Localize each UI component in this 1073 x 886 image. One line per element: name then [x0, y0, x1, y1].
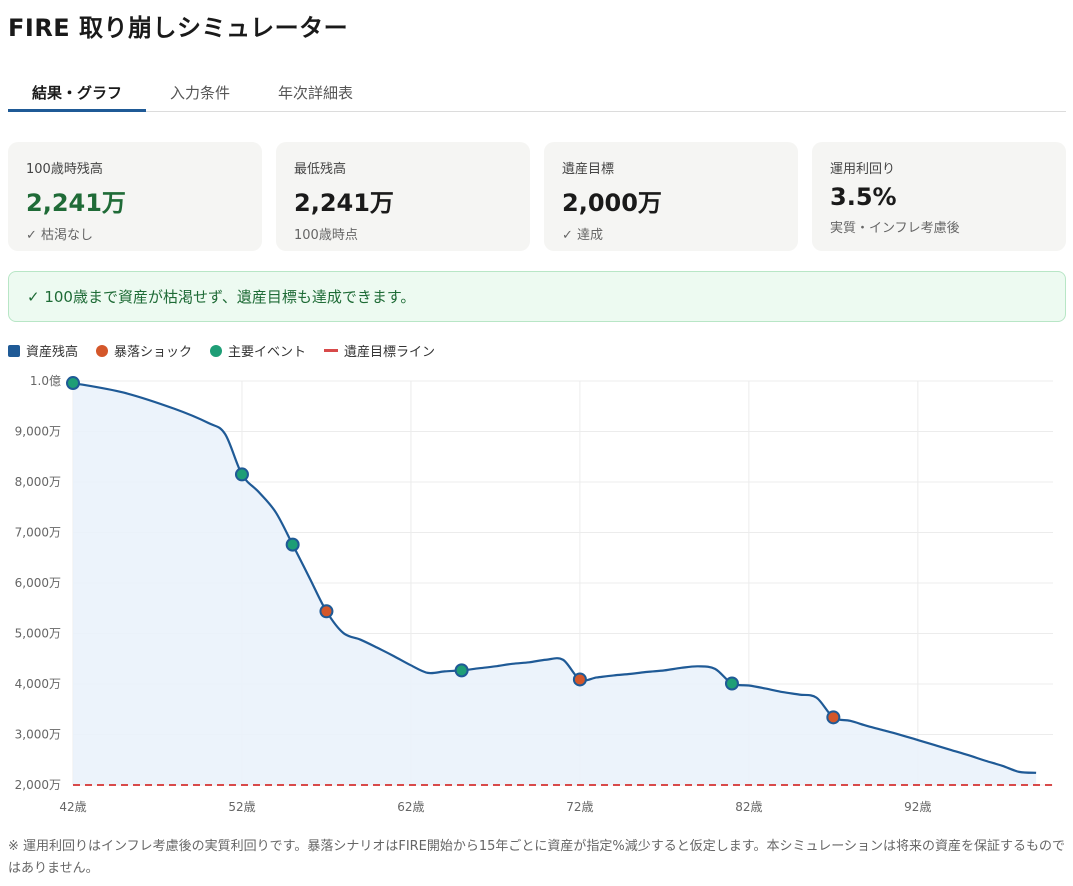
card-value: 2,000万 — [562, 189, 662, 217]
success-notice: ✓ 100歳まで資産が枯渇せず、遺産目標も達成できます。 — [8, 271, 1066, 322]
tab-results-graph[interactable]: 結果・グラフ — [8, 72, 147, 112]
crash-marker — [572, 672, 587, 687]
asset-chart-svg: 2,000万 3,000万 4,000万 5,000万 6,000万 7,000万 8,00… — [15, 374, 1053, 814]
y-tick-label: 2,000万 — [15, 778, 61, 792]
summary-cards: 100歳時残高 2,241万 ✓ 枯渇なし 最低残高 2,241万 100歳時点… — [8, 142, 1066, 251]
x-tick-label: 92歳 — [904, 800, 931, 814]
event-marker — [454, 663, 469, 678]
card-label: 遺産目標 — [562, 162, 615, 177]
card-label: 最低残高 — [294, 162, 347, 177]
card-label: 運用利回り — [830, 162, 896, 177]
card-value: 2,241万 — [26, 189, 126, 217]
legend-item-event: 主要イベント — [210, 341, 306, 360]
legend-swatch-crash — [96, 344, 109, 357]
x-tick-label: 72歳 — [566, 800, 593, 814]
x-tick-label: 62歳 — [397, 800, 424, 814]
card-value: 3.5% — [830, 183, 897, 211]
card-label: 100歳時残高 — [26, 162, 103, 177]
balance-area — [73, 383, 1037, 785]
x-tick-label: 82歳 — [735, 800, 762, 814]
legend-swatch-target — [324, 349, 339, 352]
legend-swatch-balance — [8, 344, 20, 357]
card-subtext: 100歳時点 — [294, 228, 358, 243]
y-tick-label: 5,000万 — [15, 627, 61, 641]
card-subtext: ✓ 枯渇なし — [26, 228, 94, 243]
event-marker — [285, 537, 300, 552]
y-tick-label: 9,000万 — [15, 425, 61, 439]
y-tick-label: 8,000万 — [15, 475, 61, 489]
page-title: FIRE 取り崩しシミュレーター — [8, 14, 349, 42]
x-tick-label: 52歳 — [228, 800, 255, 814]
tab-bar: 結果・グラフ 入力条件 年次詳細表 — [8, 72, 1066, 112]
crash-marker — [826, 710, 841, 725]
legend-swatch-event — [210, 344, 223, 357]
card-value: 2,241万 — [294, 189, 394, 217]
balance-line — [72, 381, 1037, 774]
card-subtext: 実質・インフレ考慮後 — [830, 221, 960, 236]
card-legacy-target: 遺産目標 2,000万 ✓ 達成 — [544, 142, 798, 251]
y-tick-label: 1.0億 — [30, 374, 61, 388]
card-min-balance: 最低残高 2,241万 100歳時点 — [276, 142, 530, 251]
card-subtext: ✓ 達成 — [562, 228, 604, 243]
tab-annual-detail[interactable]: 年次詳細表 — [278, 83, 354, 102]
legend-item-crash: 暴落ショック — [96, 341, 192, 360]
card-balance-at-100: 100歳時残高 2,241万 ✓ 枯渇なし — [8, 142, 262, 251]
y-tick-label: 7,000万 — [15, 526, 61, 540]
y-tick-label: 4,000万 — [15, 677, 61, 691]
event-marker — [724, 676, 739, 691]
y-tick-label: 3,000万 — [15, 728, 61, 742]
chart-legend: 資産残高 暴落ショック 主要イベント 遺産目標ライン — [8, 341, 435, 360]
legend-label: 暴落ショック — [114, 345, 193, 360]
event-marker — [234, 467, 249, 482]
legend-item-target: 遺産目標ライン — [324, 341, 435, 360]
crash-marker — [319, 604, 334, 619]
legend-label: 遺産目標ライン — [344, 345, 436, 360]
asset-chart: 2,000万 3,000万 4,000万 5,000万 6,000万 7,000万 8,00… — [0, 366, 1073, 826]
y-tick-label: 6,000万 — [15, 576, 61, 590]
card-return-rate: 運用利回り 3.5% 実質・インフレ考慮後 — [812, 142, 1066, 251]
x-tick-label: 42歳 — [59, 800, 86, 814]
legend-label: 主要イベント — [228, 345, 307, 360]
disclaimer-footnote: ※ 運用利回りはインフレ考慮後の実質利回りです。暴落シナリオはFIRE開始から1… — [8, 839, 1065, 876]
legend-label: 資産残高 — [26, 345, 79, 360]
event-marker — [66, 376, 80, 391]
tab-input-conditions[interactable]: 入力条件 — [170, 83, 231, 102]
legend-item-balance: 資産残高 — [8, 341, 78, 360]
